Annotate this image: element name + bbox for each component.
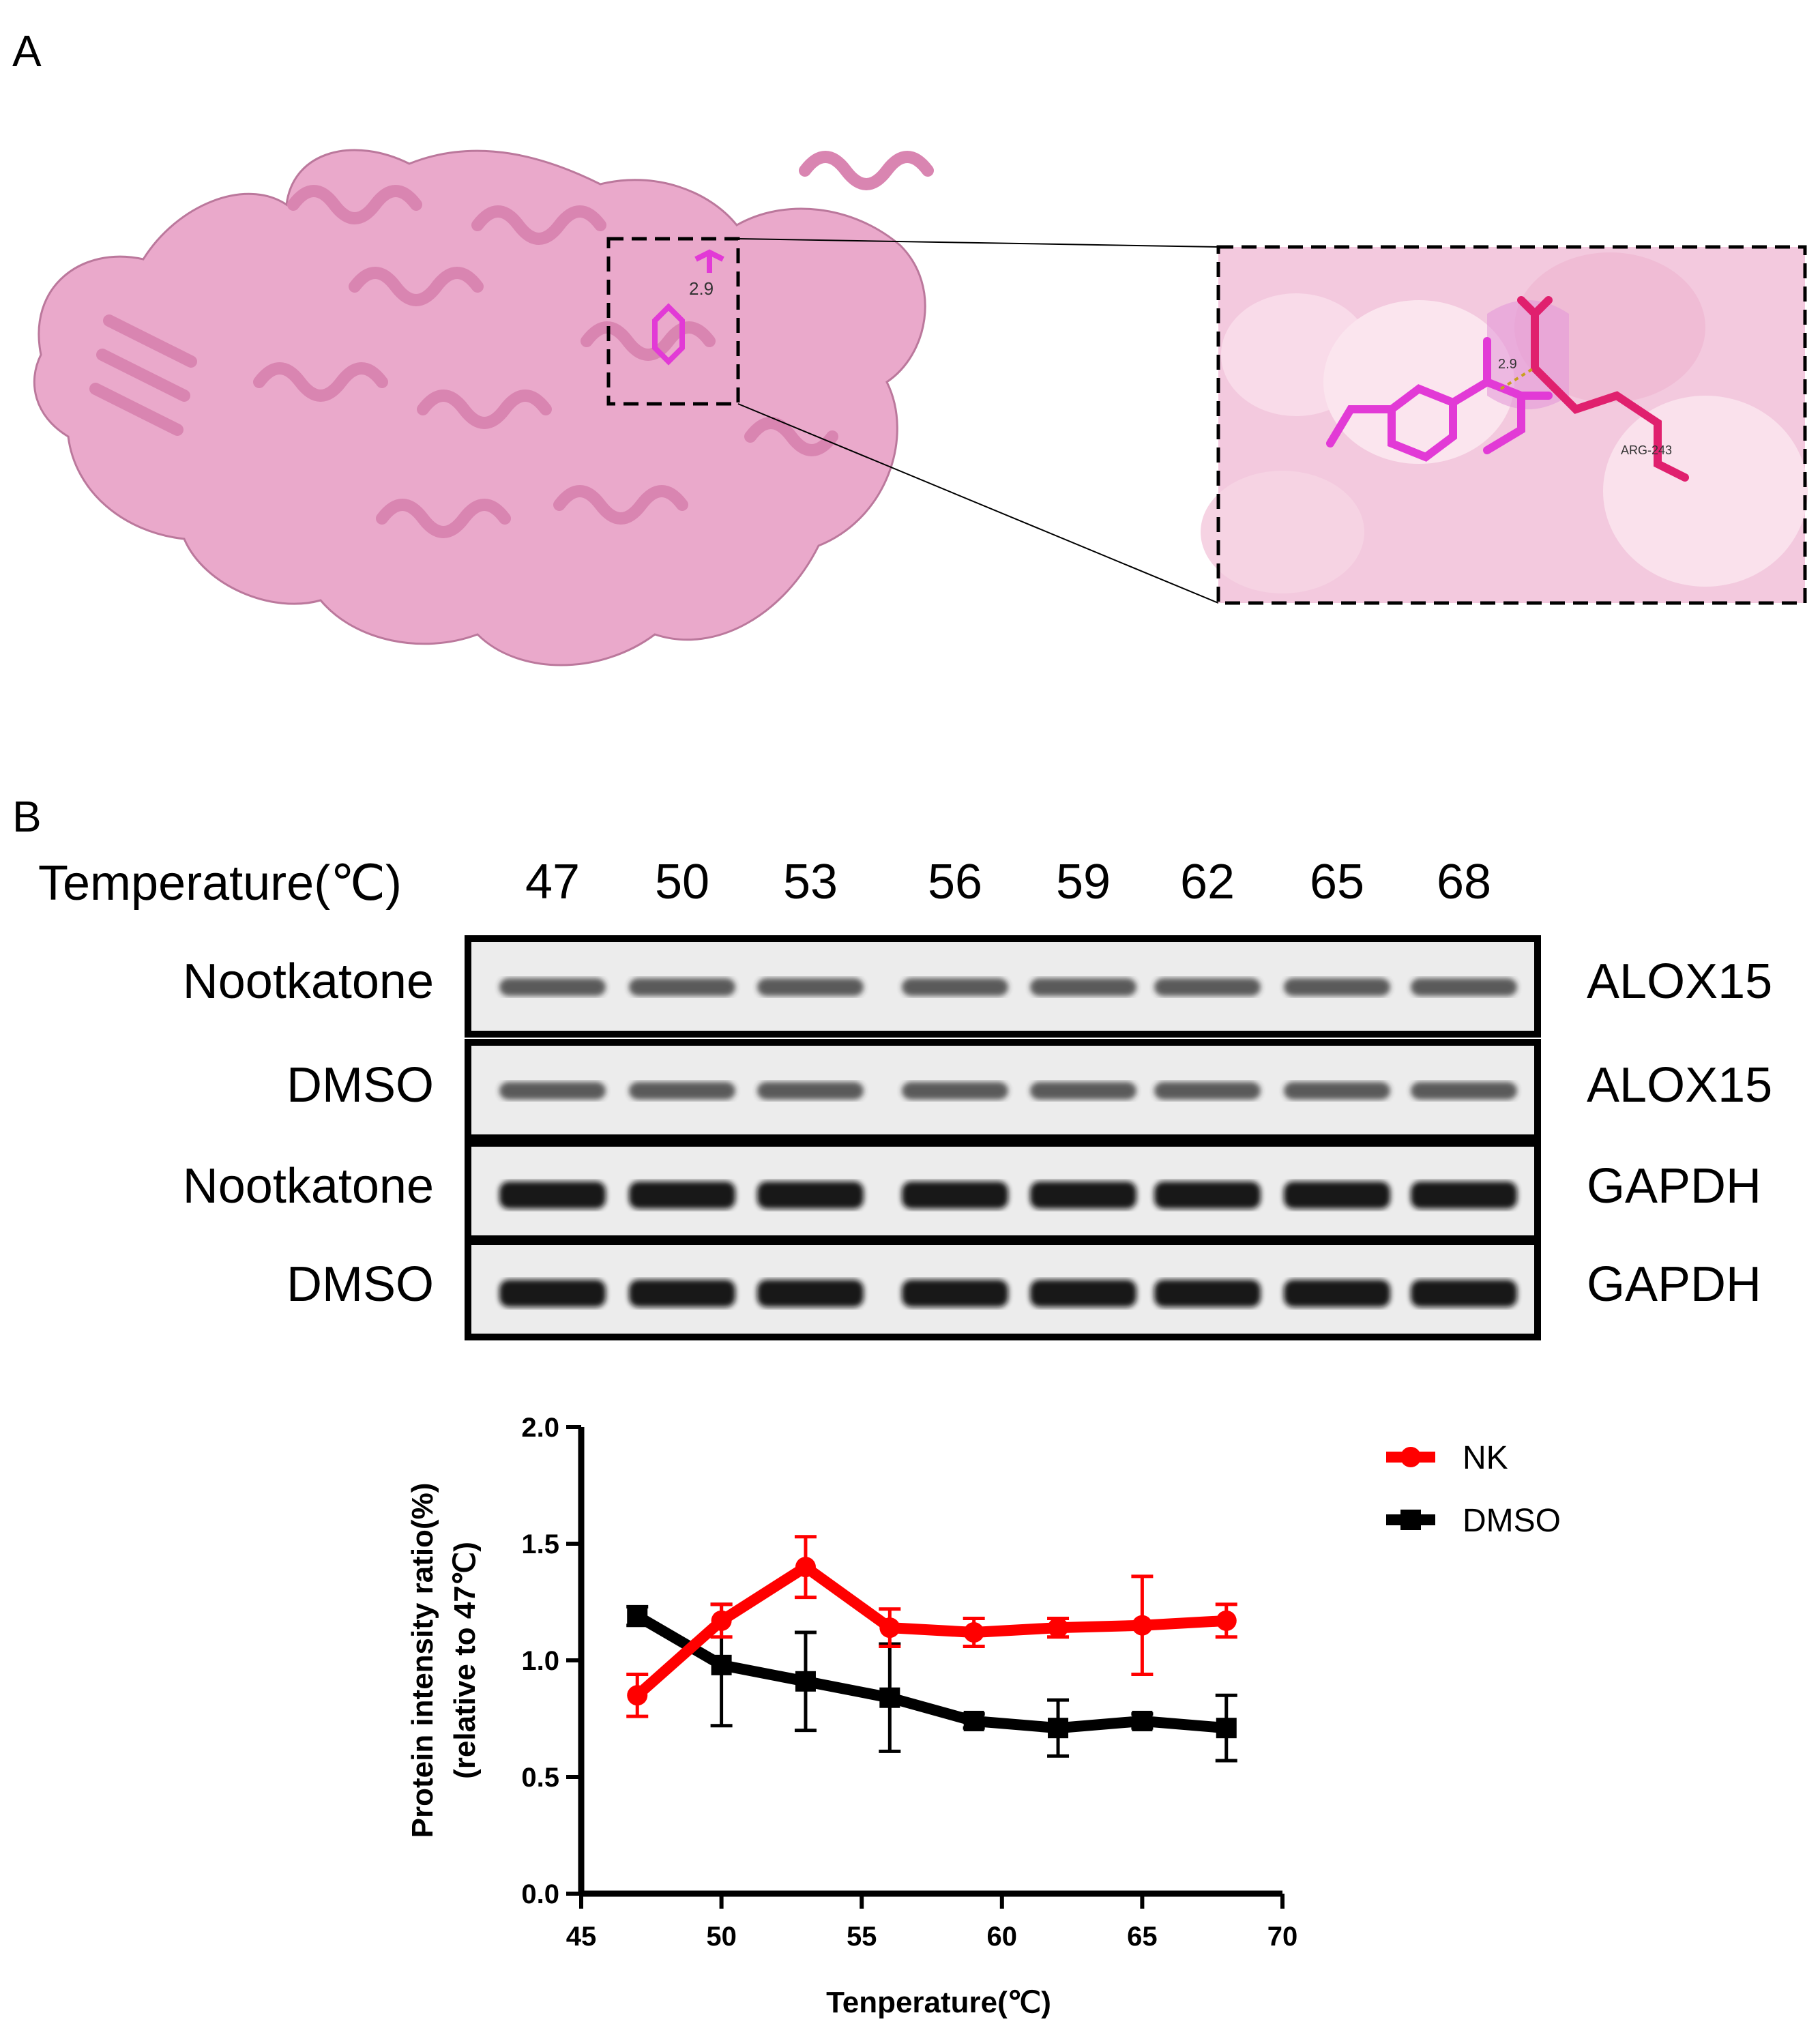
lane-temperature-59: 59 [1055,855,1111,909]
data-point [879,1617,900,1639]
data-point [795,1557,816,1578]
zoom-line-top [737,238,1219,248]
legend-marker [1400,1447,1421,1467]
row-protein-label: ALOX15 [1587,1058,1773,1113]
protein-structure-panel: 2.9 2.9 [33,149,1808,666]
x-axis-title: Tenperature(℃) [826,1986,1051,2019]
legend-item-nk: NK [1386,1440,1508,1476]
legend-item-dmso: DMSO [1386,1503,1561,1539]
row-protein-label: GAPDH [1587,1257,1762,1312]
ligand-zoom [1326,337,1553,462]
data-point [1216,1610,1237,1631]
zoom-panel: 2.9 ARG-243 [1201,245,1808,605]
ligand-main [652,249,724,366]
x-tick-label: 60 [987,1922,1018,1952]
data-point [879,1687,900,1708]
data-point [1216,1718,1237,1739]
y-tick-label: 0.0 [521,1879,559,1909]
data-point [963,1621,984,1643]
series-dmso [626,1602,1237,1763]
lane-temperature-50: 50 [654,855,710,909]
residue-label: ARG-243 [1621,443,1672,457]
y-tick-label: 2.0 [521,1413,559,1443]
binding-site-box [606,237,740,406]
data-point [711,1610,732,1631]
data-point [627,1685,648,1706]
data-point [1132,1615,1153,1636]
lane-temperature-53: 53 [782,855,838,909]
distance-label-main: 2.9 [689,278,714,299]
y-tick-label: 1.5 [521,1529,559,1559]
zoom-line-bottom [737,403,1219,604]
data-point [711,1654,732,1675]
y-tick-label: 0.5 [521,1763,559,1793]
row-treatment-label: DMSO [287,1058,434,1113]
row-treatment-label: Nootkatone [182,1159,434,1214]
lane-temperature-62: 62 [1179,855,1235,909]
y-tick-label: 1.0 [521,1646,559,1676]
lane-temperature-68: 68 [1436,855,1492,909]
x-tick-label: 65 [1127,1922,1158,1952]
panel-b-label: B [12,792,42,841]
lane-temperature-47: 47 [525,855,581,909]
data-point [627,1606,648,1627]
arg-residue-zoom [1517,296,1689,482]
hbond-zoom [1499,367,1535,390]
x-tick-label: 45 [566,1922,597,1952]
row-treatment-label: DMSO [287,1257,434,1312]
data-point [1048,1718,1069,1739]
legend-marker [1400,1510,1421,1530]
y-axis-title-line2: (relative to 47℃) [448,1542,482,1779]
temperature-header: Temperature(℃) [38,856,402,911]
row-protein-label: ALOX15 [1587,954,1773,1009]
data-point [963,1710,984,1731]
row-protein-label: GAPDH [1587,1159,1762,1214]
x-tick-label: 50 [706,1922,737,1952]
series-line [633,1561,1227,1700]
data-point [1132,1710,1153,1731]
data-point [795,1671,816,1692]
legend-label: DMSO [1463,1503,1561,1539]
series-line [634,1611,1227,1734]
protein-helices [89,151,934,538]
row-treatment-label: Nootkatone [182,954,434,1009]
y-axis-title-line1: Protein intensity ratio(%) [406,1483,439,1838]
protein-ribbon [33,149,926,666]
series-nk [626,1535,1237,1718]
x-tick-label: 55 [847,1922,877,1952]
lane-temperature-65: 65 [1309,855,1365,909]
lane-temperature-56: 56 [927,855,983,909]
x-tick-label: 70 [1267,1922,1298,1952]
data-point [1048,1617,1069,1639]
legend-label: NK [1463,1440,1508,1476]
panel-a-label: A [12,27,42,76]
distance-label-zoom: 2.9 [1498,357,1517,372]
